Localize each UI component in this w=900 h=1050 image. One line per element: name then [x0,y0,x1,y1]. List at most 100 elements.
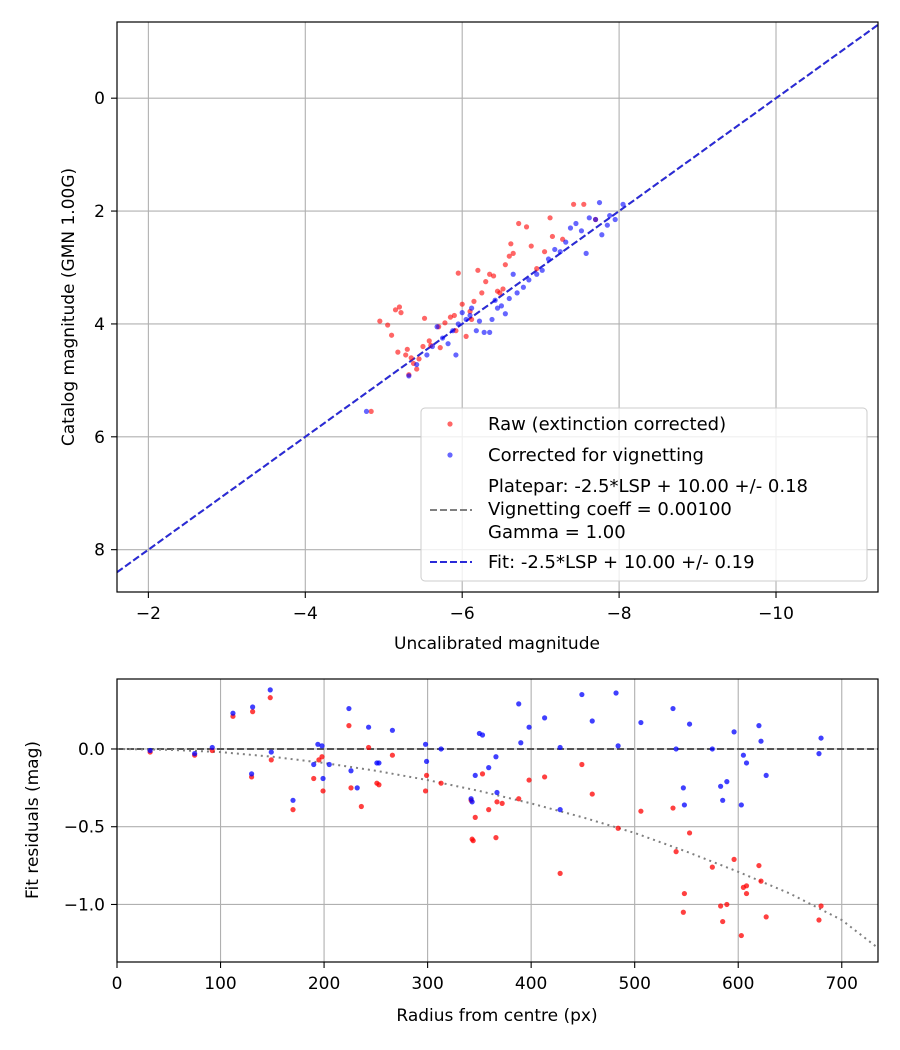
bottom-point-corrected [557,744,563,751]
top-ticks: −2 −4 −6 −8 −10 0 2 4 6 8 [94,89,794,624]
top-point-raw [475,267,481,273]
bottom-point-corrected [816,751,822,757]
bottom-point-raw [680,909,686,915]
top-point-corrected [607,212,613,219]
legend-corrected-label: Corrected for vignetting [488,445,704,466]
top-ytick-label: 4 [94,315,105,335]
top-point-corrected [450,328,456,334]
legend-corrected-marker [447,452,453,458]
top-point-corrected [586,215,592,221]
bottom-point-corrected [758,738,764,744]
top-point-corrected [506,295,512,302]
bottom-point-raw [709,864,715,870]
bottom-xtick-label: 0 [112,974,123,994]
top-point-corrected [492,297,498,303]
top-point-raw [404,346,410,352]
bottom-point-corrected [738,802,744,808]
bottom-point-raw [493,835,499,841]
top-point-raw [502,262,508,268]
bottom-point-corrected [268,749,274,755]
bottom-point-raw [743,883,750,889]
top-point-corrected [481,329,487,335]
top-point-corrected [445,341,451,347]
top-point-raw [420,343,426,350]
top-point-raw [506,253,512,259]
top-point-corrected [434,324,440,330]
bottom-point-raw [743,890,750,897]
bottom-point-raw [376,782,382,788]
bottom-xtick-label: 400 [515,974,547,994]
top-point-raw [416,356,422,362]
top-xtick-label: −6 [450,604,475,624]
top-point-corrected [414,361,420,368]
legend-fit-label: Fit: -2.5*LSP + 10.00 +/- 0.19 [488,552,755,573]
bottom-point-corrected [709,746,715,752]
top-point-corrected [567,225,574,231]
bottom-point-corrected [469,799,475,805]
top-point-corrected [473,328,479,334]
top-point-raw [483,279,489,285]
top-point-corrected [487,329,493,335]
top-point-corrected [455,321,461,327]
top-point-corrected [429,343,435,350]
top-point-corrected [534,271,540,277]
bottom-point-raw [758,878,764,884]
top-point-corrected [520,284,526,290]
top-point-corrected [552,246,558,253]
bottom-frame [116,678,879,963]
top-point-corrected [406,373,412,379]
bottom-point-raw [579,761,585,768]
bottom-point-raw [366,744,372,751]
bottom-point-corrected [346,705,352,712]
top-point-raw [463,333,469,339]
bottom-point-corrected [267,687,273,693]
bottom-plot-area [117,679,878,962]
top-point-raw [490,273,497,279]
legend-platepar-label-2: Vignetting coeff = 0.00100 [488,499,732,520]
bottom-point-corrected [638,719,644,726]
top-point-corrected [514,290,520,296]
top-point-corrected [439,335,446,341]
bottom-point-raw [673,849,679,855]
top-point-raw [385,322,391,328]
bottom-point-corrected [680,785,686,791]
bottom-point-raw [526,777,532,783]
top-point-corrected [459,310,465,316]
top-point-raw [510,250,516,256]
bottom-point-corrected [720,797,726,803]
bottom-point-corrected [526,724,532,730]
top-point-corrected [573,220,579,227]
top-point-raw [388,332,395,338]
top-point-raw [487,271,493,277]
bottom-point-raw [670,805,676,811]
top-xlabel: Uncalibrated magnitude [394,634,600,654]
top-ytick-label: 8 [94,541,105,561]
bottom-point-corrected [438,746,444,752]
top-point-raw [471,298,477,304]
bottom-point-raw [589,791,595,797]
bottom-point-corrected [192,751,198,757]
bottom-point-corrected [724,779,730,785]
bottom-point-raw [494,799,500,805]
top-point-raw [442,320,448,326]
top-point-raw [437,345,443,351]
top-point-corrected [463,316,469,323]
top-ytick-label: 2 [94,202,105,222]
top-point-raw [547,215,553,221]
top-point-raw [403,352,409,358]
bottom-point-raw [731,856,737,862]
bottom-point-corrected [718,783,724,789]
bottom-point-raw [686,830,693,836]
top-point-corrected [612,216,618,223]
bottom-point-corrected [670,705,676,712]
bottom-point-corrected [542,715,548,721]
top-point-corrected [620,201,626,207]
top-point-corrected [557,249,563,255]
bottom-point-corrected [557,807,563,813]
bottom-point-corrected [818,735,824,741]
bottom-point-corrected [686,721,693,727]
bottom-point-raw [638,808,644,814]
bottom-point-corrected [494,789,500,796]
top-series-line-3 [117,24,878,574]
